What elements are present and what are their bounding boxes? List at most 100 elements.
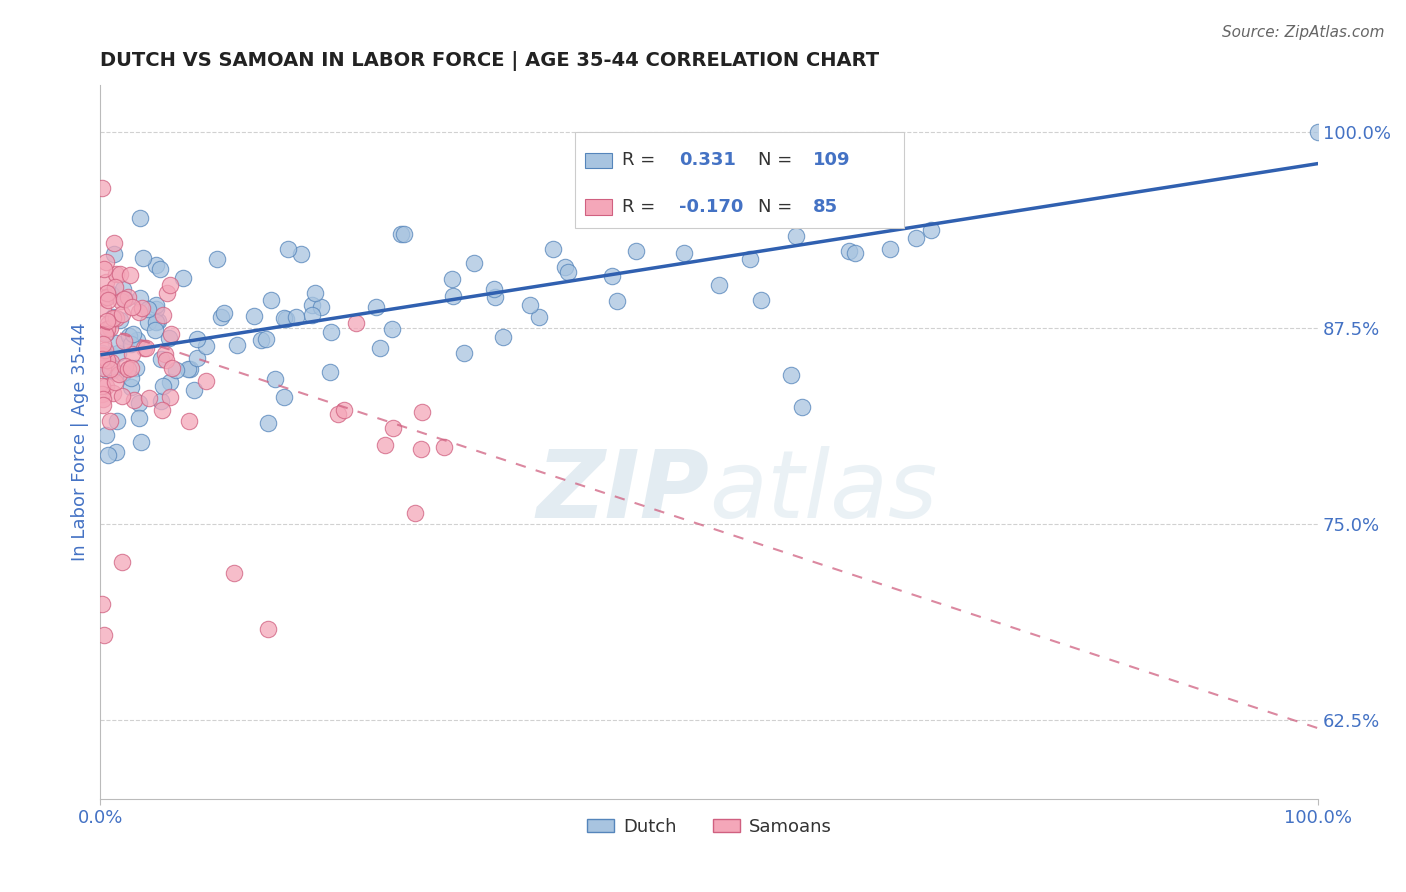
Point <box>333 403 356 417</box>
Point <box>138 392 160 406</box>
Point <box>482 282 505 296</box>
Point <box>790 400 813 414</box>
Point <box>90 181 112 195</box>
Point <box>381 421 404 435</box>
Point <box>96 353 118 368</box>
Point <box>146 314 169 328</box>
Point <box>143 323 166 337</box>
Point <box>243 310 266 324</box>
Point <box>94 255 117 269</box>
Point <box>749 293 772 308</box>
Point <box>103 247 125 261</box>
Point <box>368 341 391 355</box>
Point <box>101 310 124 325</box>
Point <box>304 286 326 301</box>
Point <box>159 375 181 389</box>
Text: atlas: atlas <box>709 446 938 538</box>
Point <box>205 252 228 266</box>
Point <box>104 445 127 459</box>
Text: R =: R = <box>621 152 655 169</box>
Point <box>155 347 177 361</box>
Point <box>433 440 456 454</box>
Point <box>91 398 114 412</box>
Point <box>91 349 114 363</box>
Point <box>529 310 551 324</box>
Point <box>394 227 416 241</box>
Point <box>93 361 115 376</box>
Point <box>96 285 118 300</box>
FancyBboxPatch shape <box>575 131 904 227</box>
Point <box>90 379 112 393</box>
Point <box>364 300 387 314</box>
Point <box>100 287 122 301</box>
Text: -0.170: -0.170 <box>679 198 744 216</box>
Point <box>165 362 187 376</box>
Legend: Dutch, Samoans: Dutch, Samoans <box>579 811 839 843</box>
FancyBboxPatch shape <box>585 153 612 169</box>
Point <box>156 286 179 301</box>
Point <box>145 259 167 273</box>
Point <box>121 300 143 314</box>
Point <box>301 308 323 322</box>
Point <box>128 396 150 410</box>
Point <box>93 291 115 305</box>
Point <box>273 310 295 325</box>
Point <box>100 360 122 375</box>
Point <box>391 227 413 241</box>
Text: 85: 85 <box>813 198 838 216</box>
Point <box>222 566 245 580</box>
Point <box>91 346 114 360</box>
Point <box>110 312 132 326</box>
Point <box>177 361 200 376</box>
Point <box>104 279 127 293</box>
Point <box>90 352 112 367</box>
Point <box>838 244 860 258</box>
Point <box>152 379 174 393</box>
Point <box>441 288 464 302</box>
Point <box>121 347 143 361</box>
Point <box>120 380 142 394</box>
Point <box>256 622 278 636</box>
FancyBboxPatch shape <box>585 199 612 214</box>
Point <box>344 316 367 330</box>
Point <box>374 438 396 452</box>
Point <box>159 390 181 404</box>
Point <box>152 308 174 322</box>
Point <box>453 345 475 359</box>
Point <box>600 268 623 283</box>
Point <box>122 392 145 407</box>
Point <box>673 246 696 260</box>
Point <box>128 304 150 318</box>
Point <box>100 413 122 427</box>
Point <box>117 361 139 376</box>
Point <box>114 359 136 373</box>
Point <box>93 628 115 642</box>
Point <box>155 353 177 368</box>
Point <box>145 301 167 316</box>
Point <box>112 366 135 380</box>
Y-axis label: In Labor Force | Age 35-44: In Labor Force | Age 35-44 <box>72 323 89 561</box>
Point <box>107 346 129 360</box>
Point <box>707 278 730 293</box>
Point <box>122 326 145 341</box>
Point <box>186 332 208 346</box>
Point <box>194 375 217 389</box>
Text: DUTCH VS SAMOAN IN LABOR FORCE | AGE 35-44 CORRELATION CHART: DUTCH VS SAMOAN IN LABOR FORCE | AGE 35-… <box>100 51 880 70</box>
Point <box>105 414 128 428</box>
Text: N =: N = <box>758 198 792 216</box>
Point <box>112 282 135 296</box>
Point <box>321 326 343 340</box>
Point <box>277 242 299 256</box>
Point <box>90 597 112 611</box>
Point <box>132 251 155 265</box>
Point <box>118 329 141 343</box>
Point <box>97 317 120 331</box>
Point <box>96 290 118 304</box>
Point <box>128 291 150 305</box>
Point <box>159 278 181 293</box>
Point <box>124 361 146 376</box>
Point <box>492 329 515 343</box>
Point <box>541 242 564 256</box>
Point <box>440 272 463 286</box>
Point <box>136 315 159 329</box>
